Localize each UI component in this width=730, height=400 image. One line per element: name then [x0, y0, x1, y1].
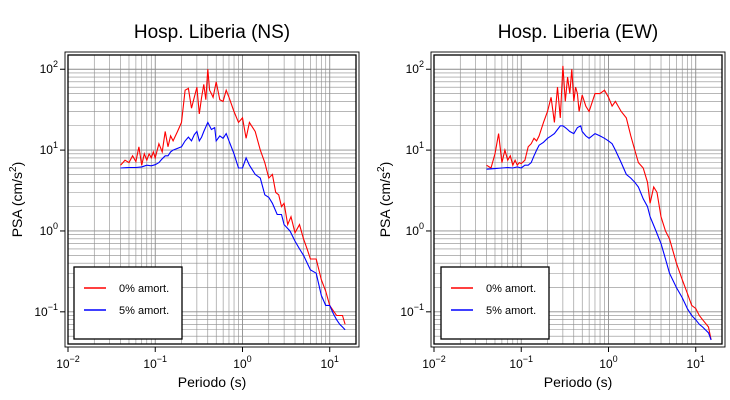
chart-panel-1: 10−2 10−1 100 101 10−1 100 101 102 Hosp. Liberia…	[8, 22, 360, 390]
y-tick-label: 102	[40, 59, 58, 76]
legend-label: 5% amort.	[119, 305, 169, 317]
y-tick-label: 100	[40, 221, 58, 238]
y-tick-label: 10−1	[400, 302, 424, 319]
chart-title: Hosp. Liberia (NS)	[134, 22, 290, 43]
y-tick-label: 101	[40, 140, 58, 157]
x-axis-label: Periodo (s)	[544, 374, 612, 390]
series-line-zero-damping	[120, 69, 346, 325]
x-tick-label: 10−2	[422, 354, 446, 371]
x-tick-label: 100	[599, 354, 617, 371]
legend-label: 5% amort.	[486, 305, 536, 317]
x-tick-label: 10−2	[56, 354, 80, 371]
plot-outer-frame	[430, 51, 726, 348]
legend-box	[440, 266, 550, 340]
y-tick-label: 102	[406, 59, 424, 76]
legend: 0% amort. 5% amort.	[73, 266, 183, 340]
x-tick-label: 101	[687, 354, 705, 371]
y-tick-label: 101	[406, 140, 424, 157]
y-axis-label: PSA (cm/s2)	[8, 162, 25, 238]
x-tick-label: 10−1	[509, 354, 533, 371]
chart-title: Hosp. Liberia (EW)	[498, 22, 659, 43]
plot-outer-frame	[64, 51, 360, 348]
x-tick-label: 101	[321, 354, 339, 371]
legend: 0% amort. 5% amort.	[440, 266, 550, 340]
series-line-five-percent-damping	[120, 121, 346, 331]
y-tick-label: 10−1	[34, 302, 58, 319]
legend-box	[73, 266, 183, 340]
series-line-zero-damping	[486, 65, 712, 341]
x-tick-label: 10−1	[143, 354, 167, 371]
legend-label: 0% amort.	[119, 283, 169, 295]
legend-label: 0% amort.	[486, 283, 536, 295]
x-axis-label: Periodo (s)	[178, 374, 246, 390]
plot-frame	[67, 54, 357, 345]
y-tick-label: 100	[406, 221, 424, 238]
plot-frame	[433, 54, 723, 345]
chart-panel-2: 10−2 10−1 100 101 10−1 100 101 102 Hosp. Liberia…	[376, 22, 726, 390]
y-axis-label: PSA (cm/s2)	[376, 162, 393, 238]
series-line-five-percent-damping	[486, 124, 712, 341]
x-tick-label: 100	[233, 354, 251, 371]
